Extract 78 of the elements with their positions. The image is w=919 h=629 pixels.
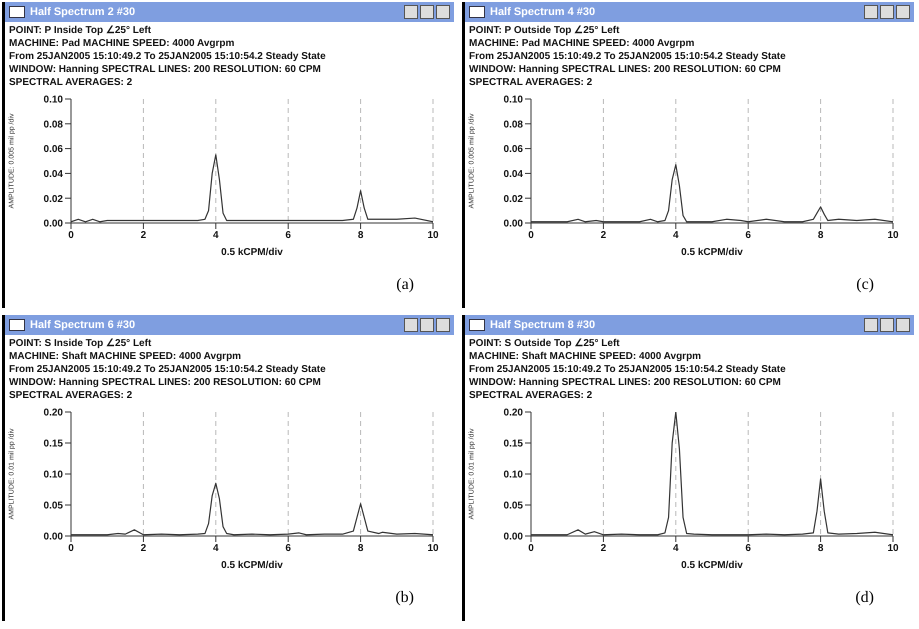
x-tick-label: 10	[887, 230, 899, 242]
text: (a)	[396, 276, 414, 294]
text: WINDOW: Hanning SPECTRAL LINES: 200 RESOLUTION: 60 CPM	[469, 63, 782, 76]
x-tick-label: 2	[140, 543, 147, 554]
x-tick-label: 2	[140, 230, 147, 242]
text: (d)	[855, 589, 874, 607]
y-tick-label: 0.00	[44, 218, 64, 230]
x-tick-label: 4	[673, 543, 680, 554]
text: MACHINE: Shaft MACHINE SPEED: 4000 Avgrpm	[9, 350, 242, 363]
text: WINDOW: Hanning SPECTRAL LINES: 200 RESOLUTION: 60 CPM	[469, 376, 782, 389]
text: (c)	[856, 276, 874, 294]
y-tick-label: 0.10	[504, 94, 524, 106]
x-axis-title: 0.5 kCPM/div	[221, 247, 284, 258]
text: POINT: P Inside Top ∠25° Left	[9, 24, 152, 37]
x-tick-label: 8	[358, 543, 364, 554]
y-tick-label: 0.20	[44, 408, 64, 419]
x-axis-title: 0.5 kCPM/div	[681, 560, 744, 571]
text: POINT: S Outside Top ∠25° Left	[469, 337, 621, 350]
x-tick-label: 0	[68, 543, 74, 554]
text: MACHINE: Shaft MACHINE SPEED: 4000 Avgrpm	[469, 350, 702, 363]
y-tick-label: 0.10	[44, 470, 64, 481]
text: MACHINE: Pad MACHINE SPEED: 4000 Avgrpm	[9, 37, 236, 50]
text: From 25JAN2005 15:10:49.2 To 25JAN2005 15:10:54.2 Steady State	[469, 50, 787, 63]
y-tick-label: 0.05	[44, 500, 64, 512]
y-tick-label: 0.02	[504, 194, 524, 205]
x-tick-label: 0	[68, 230, 74, 242]
x-tick-label: 6	[285, 543, 292, 554]
text: From 25JAN2005 15:10:49.2 To 25JAN2005 15:10:54.2 Steady State	[469, 363, 787, 376]
text: SPECTRAL AVERAGES: 2	[9, 389, 134, 402]
chart-title: Half Spectrum 4 #30	[490, 6, 596, 18]
text: POINT: P Outside Top ∠25° Left	[469, 24, 620, 37]
text: POINT: S Inside Top ∠25° Left	[9, 337, 152, 350]
y-tick-label: 0.08	[504, 119, 524, 130]
y-tick-label: 0.00	[504, 532, 524, 543]
x-tick-label: 4	[213, 230, 220, 242]
text: WINDOW: Hanning SPECTRAL LINES: 200 RESOLUTION: 60 CPM	[9, 63, 322, 76]
x-tick-label: 8	[818, 230, 824, 242]
y-tick-label: 0.00	[504, 218, 524, 230]
x-tick-label: 0	[528, 543, 534, 554]
x-tick-label: 10	[427, 230, 439, 242]
y-tick-label: 0.04	[504, 168, 524, 180]
text: MACHINE: Pad MACHINE SPEED: 4000 Avgrpm	[469, 37, 696, 50]
x-tick-label: 10	[887, 543, 899, 554]
y-tick-label: 0.08	[44, 119, 64, 130]
text: SPECTRAL AVERAGES: 2	[469, 76, 594, 89]
y-tick-label: 0.06	[44, 144, 64, 156]
text: From 25JAN2005 15:10:49.2 To 25JAN2005 15:10:54.2 Steady State	[9, 50, 327, 63]
x-axis-title: 0.5 kCPM/div	[681, 247, 744, 258]
text: SPECTRAL AVERAGES: 2	[469, 389, 594, 402]
y-tick-label: 0.10	[504, 470, 524, 481]
chart-title: Half Spectrum 8 #30	[490, 319, 596, 331]
text: WINDOW: Hanning SPECTRAL LINES: 200 RESOLUTION: 60 CPM	[9, 376, 322, 389]
x-tick-label: 2	[600, 230, 607, 242]
y-tick-label: 0.05	[504, 500, 524, 512]
x-tick-label: 6	[745, 230, 752, 242]
x-tick-label: 8	[818, 543, 824, 554]
x-tick-label: 8	[358, 230, 364, 242]
y-tick-label: 0.00	[44, 532, 64, 543]
x-axis-title: 0.5 kCPM/div	[221, 560, 284, 571]
y-tick-label: 0.20	[504, 408, 524, 419]
text: (b)	[395, 589, 414, 607]
y-tick-label: 0.02	[44, 194, 64, 205]
text: From 25JAN2005 15:10:49.2 To 25JAN2005 15:10:54.2 Steady State	[9, 363, 327, 376]
text: SPECTRAL AVERAGES: 2	[9, 76, 134, 89]
x-tick-label: 6	[285, 230, 292, 242]
y-tick-label: 0.04	[44, 168, 64, 180]
y-tick-label: 0.15	[504, 438, 524, 450]
x-tick-label: 4	[673, 230, 680, 242]
x-tick-label: 2	[600, 543, 607, 554]
y-tick-label: 0.15	[44, 438, 64, 450]
chart-title: Half Spectrum 6 #30	[30, 319, 136, 331]
x-tick-label: 0	[528, 230, 534, 242]
x-tick-label: 10	[427, 543, 439, 554]
x-tick-label: 6	[745, 543, 752, 554]
x-tick-label: 4	[213, 543, 220, 554]
y-tick-label: 0.06	[504, 144, 524, 156]
chart-title: Half Spectrum 2 #30	[30, 6, 136, 18]
y-tick-label: 0.10	[44, 94, 64, 106]
